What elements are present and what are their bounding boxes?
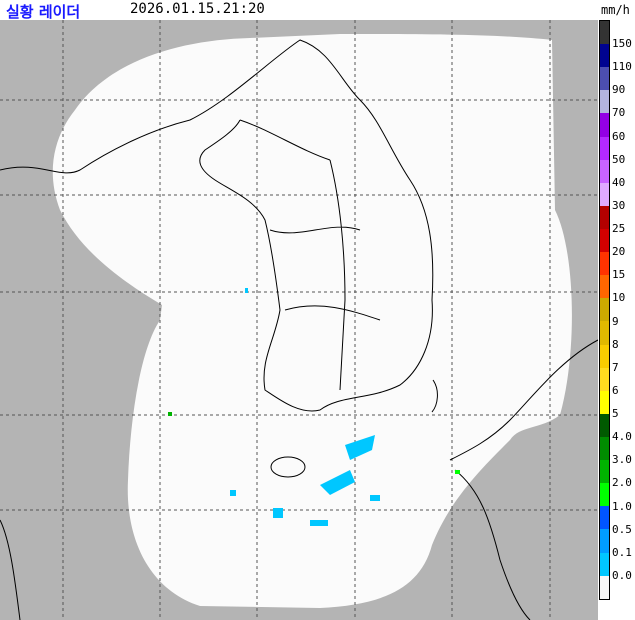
legend-color-swatch [600, 575, 609, 599]
radar-coverage-area [52, 34, 572, 608]
legend-label: 9 [612, 314, 619, 328]
legend-color-swatch [600, 228, 609, 253]
legend-color-swatch [600, 44, 609, 68]
legend-color-swatch [600, 67, 609, 91]
legend-color-swatch [600, 90, 609, 114]
legend-color-swatch [600, 413, 609, 437]
legend-color-swatch [600, 344, 609, 368]
legend-label: 6 [612, 383, 619, 397]
precipitation-echoes [230, 288, 380, 526]
legend-label: 110 [612, 60, 632, 74]
legend-color-swatch [600, 252, 609, 276]
legend-label: 10 [612, 291, 626, 305]
legend-label: 90 [612, 83, 626, 97]
legend-label: 70 [612, 106, 626, 120]
color-scale-legend [599, 20, 610, 600]
coastlines [0, 39, 598, 620]
legend-label: 50 [612, 152, 626, 166]
legend-color-swatch [600, 298, 609, 322]
legend-color-swatch [600, 483, 609, 507]
legend-color-swatch [600, 367, 609, 391]
legend-label: 7 [612, 360, 619, 374]
legend-label: 3.0 [612, 453, 632, 467]
legend-color-swatch [600, 552, 609, 576]
echo-green [455, 470, 460, 474]
page-title: 실황 레이더 [6, 3, 81, 21]
legend-label: 0.0 [612, 568, 632, 582]
legend-label: 30 [612, 198, 626, 212]
radar-map[interactable] [0, 20, 598, 620]
legend-color-swatch [600, 136, 609, 160]
legend-label: 1.0 [612, 499, 632, 513]
legend-color-swatch [600, 506, 609, 530]
legend-label: 8 [612, 337, 619, 351]
unit-label: mm/h [601, 3, 630, 17]
legend-color-swatch [600, 321, 609, 345]
legend-label: 0.5 [612, 522, 632, 536]
echo-green [168, 412, 172, 416]
legend-color-swatch [600, 205, 609, 229]
timestamp: 2026.01.15.21:20 [130, 1, 265, 17]
legend-color-swatch [600, 182, 609, 206]
legend-label: 60 [612, 129, 626, 143]
legend-label: 150 [612, 37, 632, 51]
legend-color-swatch [600, 529, 609, 553]
legend-color-swatch [600, 275, 609, 299]
legend-label: 20 [612, 245, 626, 259]
legend-label: 15 [612, 268, 626, 282]
legend-color-swatch [600, 460, 609, 484]
legend-label: 5 [612, 407, 619, 421]
legend-label: 0.1 [612, 545, 632, 559]
legend-label: 4.0 [612, 430, 632, 444]
grid-lines [0, 20, 598, 620]
legend-color-swatch [600, 390, 609, 414]
legend-color-swatch [600, 159, 609, 183]
legend-color-swatch [600, 436, 609, 461]
legend-label: 2.0 [612, 476, 632, 490]
legend-color-swatch [600, 113, 609, 137]
legend-label: 40 [612, 175, 626, 189]
legend-label: 25 [612, 222, 626, 236]
legend-color-swatch [600, 21, 609, 45]
